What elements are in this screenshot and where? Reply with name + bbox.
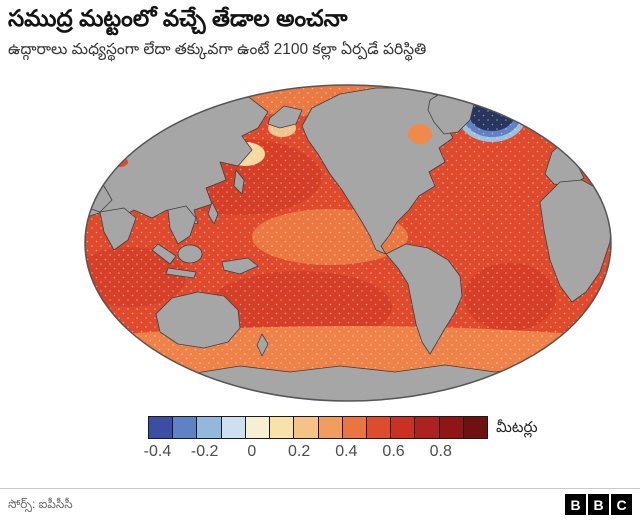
source-text: సోర్స్: ఐపీసీసీ xyxy=(8,497,73,511)
colorbar-segment xyxy=(221,417,246,438)
colorbar-tick-label: 0.2 xyxy=(287,443,311,460)
bbc-logo-box: B xyxy=(565,494,586,515)
borneo xyxy=(177,244,203,264)
colorbar-tick-label: 0.4 xyxy=(335,443,358,460)
bbc-logo-box: C xyxy=(611,494,632,515)
map-outline xyxy=(84,84,612,402)
japan xyxy=(233,169,245,195)
colorbar-tick-label: -0.4 xyxy=(143,443,172,460)
colorbar-segment xyxy=(318,417,343,438)
page-subtitle: ఉద్గారాలు మధ్యస్థంగా లేదా తక్కువగా ఉంటే … xyxy=(8,41,427,58)
colorbar-segment xyxy=(294,417,319,438)
colorbar-segment xyxy=(197,417,222,438)
alaska xyxy=(267,105,303,129)
colorbar-tick-label: 0.8 xyxy=(429,443,452,460)
colorbar-legend: -0.4 -0.2 0 0.2 0.4 0.6 0.8 xyxy=(144,416,488,465)
africa xyxy=(539,179,611,303)
south-america xyxy=(385,243,463,355)
colorbar-segment xyxy=(245,417,271,438)
australia xyxy=(155,291,241,349)
world-map-svg xyxy=(84,84,612,402)
colorbar-ticks: -0.4 -0.2 0 0.2 0.4 0.6 0.8 xyxy=(144,443,488,465)
colorbar xyxy=(148,416,488,439)
colorbar-tick-label: -0.2 xyxy=(190,443,219,460)
bbc-letter: B xyxy=(570,496,581,513)
unit-label: మీటర్లు xyxy=(496,419,538,436)
bbc-letter: B xyxy=(593,496,604,513)
colorbar-tick-label: 0 xyxy=(247,443,257,460)
antarctica xyxy=(99,364,591,401)
indochina xyxy=(167,205,197,245)
bbc-logo: B B C xyxy=(565,494,632,515)
colorbar-segment xyxy=(439,417,464,438)
world-map xyxy=(0,82,640,412)
colorbar-segment xyxy=(391,417,416,438)
new-guinea xyxy=(221,257,259,275)
colorbar-segment xyxy=(173,417,198,438)
colorbar-segment xyxy=(366,417,392,438)
philippines xyxy=(207,201,219,225)
hudson-bay xyxy=(408,124,432,144)
colorbar-segment xyxy=(463,417,488,438)
colorbar-segment xyxy=(342,417,367,438)
colorbar-segment xyxy=(270,417,295,438)
new-zealand xyxy=(256,333,269,357)
colorbar-segment xyxy=(415,417,440,438)
page-title: సముద్ర మట్టంలో వచ్చే తేడాల అంచనా xyxy=(8,5,348,31)
colorbar-tick-label: 0.6 xyxy=(382,443,405,460)
bbc-letter: C xyxy=(616,496,627,513)
java xyxy=(165,267,197,279)
sumatra xyxy=(151,243,177,265)
footer-divider xyxy=(0,488,640,489)
india xyxy=(99,207,137,251)
bbc-logo-box: B xyxy=(588,494,609,515)
colorbar-segment xyxy=(149,417,174,438)
